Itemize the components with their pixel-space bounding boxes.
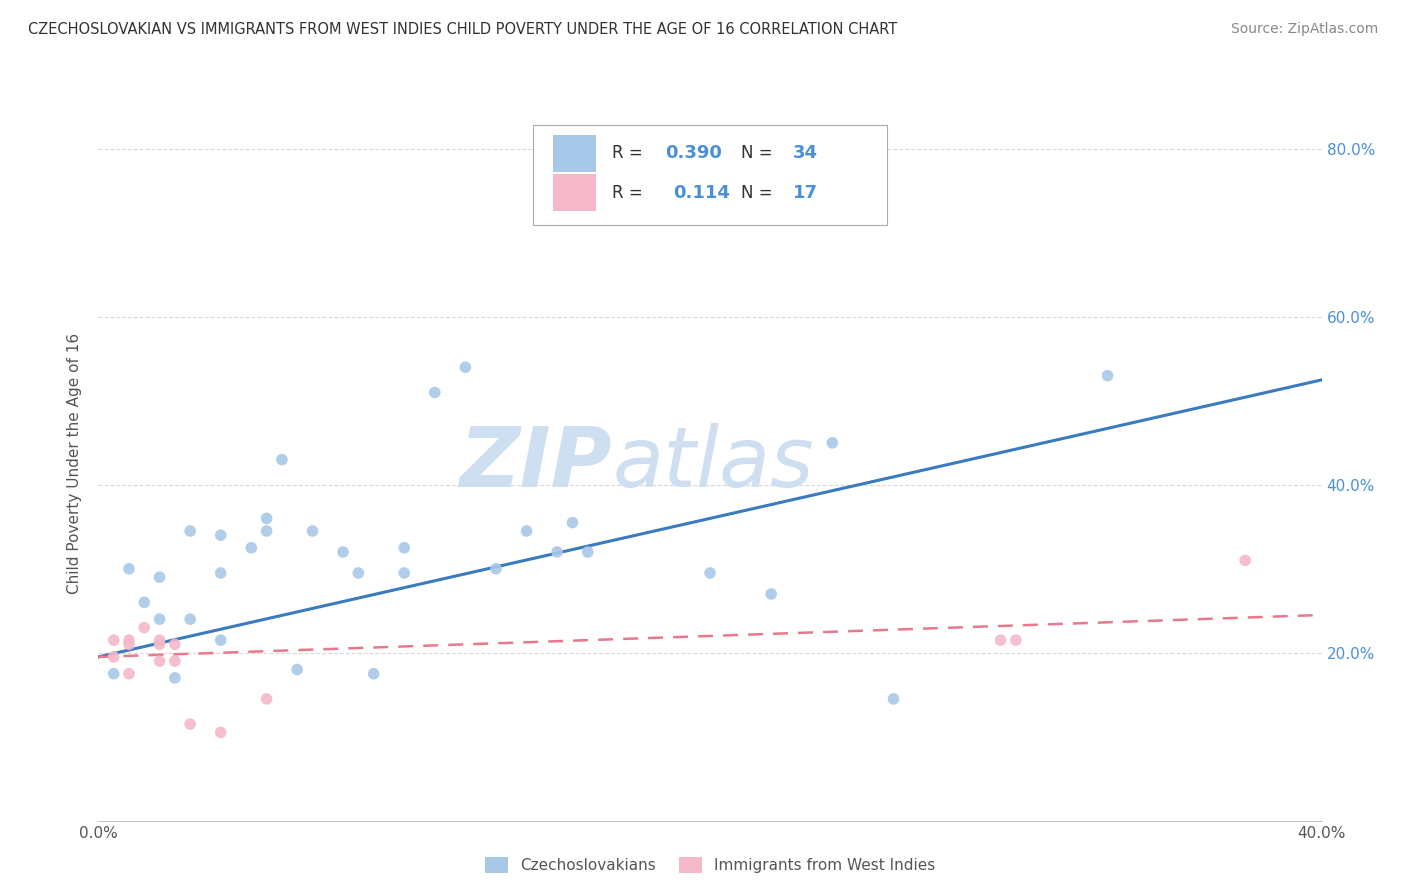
Point: [103, 666, 125, 681]
Point: [240, 541, 263, 555]
Legend: Czechoslovakians, Immigrants from West Indies: Czechoslovakians, Immigrants from West I…: [477, 849, 943, 880]
Point: [163, 671, 186, 685]
Point: [454, 360, 477, 375]
Point: [1097, 368, 1119, 383]
Point: [149, 570, 172, 584]
Point: [759, 587, 782, 601]
Point: [301, 524, 323, 538]
Text: 17: 17: [793, 184, 818, 202]
FancyBboxPatch shape: [554, 174, 596, 211]
Text: 0.390: 0.390: [665, 145, 721, 162]
Point: [256, 511, 278, 525]
Point: [149, 637, 172, 651]
Point: [270, 452, 292, 467]
Point: [134, 621, 156, 635]
Text: 0.114: 0.114: [673, 184, 730, 202]
FancyBboxPatch shape: [533, 125, 887, 225]
Text: R =: R =: [612, 145, 648, 162]
Point: [209, 725, 232, 739]
Point: [209, 528, 232, 542]
Point: [118, 637, 141, 651]
Text: R =: R =: [612, 184, 654, 202]
Point: [179, 612, 201, 626]
Point: [392, 566, 416, 580]
Point: [485, 562, 508, 576]
Y-axis label: Child Poverty Under the Age of 16: Child Poverty Under the Age of 16: [67, 334, 83, 594]
Text: 34: 34: [793, 145, 818, 162]
Point: [134, 595, 156, 609]
Text: N =: N =: [741, 145, 778, 162]
Text: Source: ZipAtlas.com: Source: ZipAtlas.com: [1230, 22, 1378, 37]
Point: [699, 566, 721, 580]
Point: [209, 633, 232, 648]
Point: [256, 524, 278, 538]
Point: [347, 566, 370, 580]
Text: N =: N =: [741, 184, 778, 202]
Point: [285, 663, 308, 677]
Point: [209, 566, 232, 580]
Point: [1234, 553, 1257, 567]
Point: [363, 666, 385, 681]
Point: [118, 666, 141, 681]
Point: [179, 717, 201, 731]
Point: [821, 435, 844, 450]
Point: [103, 633, 125, 648]
Point: [179, 524, 201, 538]
Point: [561, 516, 583, 530]
Point: [546, 545, 568, 559]
Point: [149, 633, 172, 648]
Point: [118, 633, 141, 648]
Point: [883, 692, 905, 706]
Point: [392, 541, 416, 555]
Point: [256, 692, 278, 706]
Point: [163, 654, 186, 668]
Point: [576, 545, 599, 559]
Point: [103, 649, 125, 664]
Point: [990, 633, 1012, 648]
Text: CZECHOSLOVAKIAN VS IMMIGRANTS FROM WEST INDIES CHILD POVERTY UNDER THE AGE OF 16: CZECHOSLOVAKIAN VS IMMIGRANTS FROM WEST …: [28, 22, 897, 37]
Point: [332, 545, 354, 559]
Point: [1004, 633, 1026, 648]
Text: atlas: atlas: [612, 424, 814, 504]
Text: ZIP: ZIP: [460, 424, 612, 504]
Point: [118, 562, 141, 576]
Point: [423, 385, 446, 400]
Point: [163, 637, 186, 651]
Point: [149, 654, 172, 668]
FancyBboxPatch shape: [554, 135, 596, 172]
Point: [149, 612, 172, 626]
Point: [516, 524, 538, 538]
